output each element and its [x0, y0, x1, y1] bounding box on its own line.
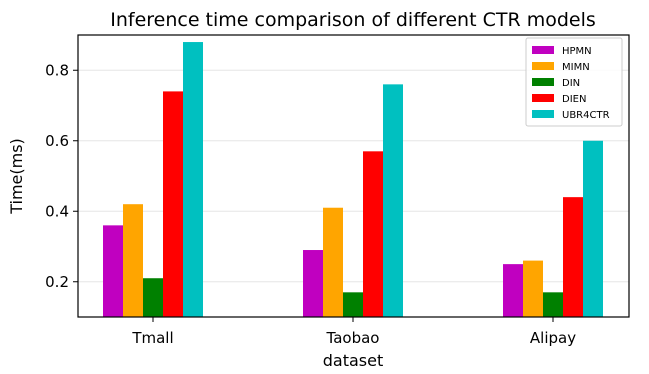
y-ticks: 0.2 0.4 0.6 0.8: [45, 61, 78, 291]
y-tick-label: 0.4: [45, 202, 69, 220]
legend-swatch-hpmn: [532, 46, 554, 54]
legend-label-ubr4ctr: UBR4CTR: [562, 110, 610, 121]
legend-label-din: DIN: [562, 78, 580, 89]
bar-hpmn-taobao: [303, 250, 323, 317]
y-tick-label: 0.2: [45, 273, 69, 291]
bar-mimn-tmall: [123, 204, 143, 317]
bar-ubr4ctr-taobao: [383, 84, 403, 317]
y-tick-label: 0.8: [45, 61, 69, 79]
bar-dien-taobao: [363, 151, 383, 317]
bar-hpmn-tmall: [103, 225, 123, 317]
legend-label-mimn: MIMN: [562, 62, 590, 73]
bars: [103, 42, 603, 318]
legend-label-dien: DIEN: [562, 94, 586, 105]
bar-ubr4ctr-alipay: [583, 140, 603, 317]
legend-box: [525, 37, 623, 127]
x-tick-label: Tmall: [131, 329, 173, 347]
x-tick-label: Taobao: [326, 329, 380, 347]
x-tick-label: Alipay: [530, 329, 576, 347]
bar-mimn-taobao: [323, 207, 343, 317]
legend-swatch-mimn: [532, 62, 554, 70]
legend-swatch-ubr4ctr: [532, 110, 554, 118]
legend-label-hpmn: HPMN: [562, 46, 592, 57]
bar-hpmn-alipay: [503, 264, 523, 317]
bar-din-alipay: [543, 292, 563, 317]
x-ticks: Tmall Taobao Alipay: [131, 317, 576, 347]
legend: HPMN MIMN DIN DIEN UBR4CTR: [525, 37, 623, 127]
bar-mimn-alipay: [523, 260, 543, 317]
bar-dien-alipay: [563, 197, 583, 317]
bar-dien-tmall: [163, 91, 183, 318]
legend-swatch-dien: [532, 94, 554, 102]
chart-title: Inference time comparison of different C…: [110, 9, 596, 31]
bar-ubr4ctr-tmall: [183, 42, 203, 318]
y-tick-label: 0.6: [45, 132, 69, 150]
bar-din-tmall: [143, 278, 163, 317]
y-axis-label: Time(ms): [7, 138, 26, 215]
x-axis-label: dataset: [323, 351, 384, 370]
legend-swatch-din: [532, 78, 554, 86]
bar-din-taobao: [343, 292, 363, 317]
